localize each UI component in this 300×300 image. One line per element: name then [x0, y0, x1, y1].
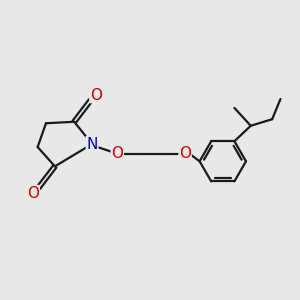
Text: O: O	[111, 146, 123, 161]
Text: O: O	[27, 186, 39, 201]
Text: N: N	[86, 136, 98, 152]
Text: O: O	[90, 88, 102, 103]
Text: O: O	[179, 146, 191, 161]
